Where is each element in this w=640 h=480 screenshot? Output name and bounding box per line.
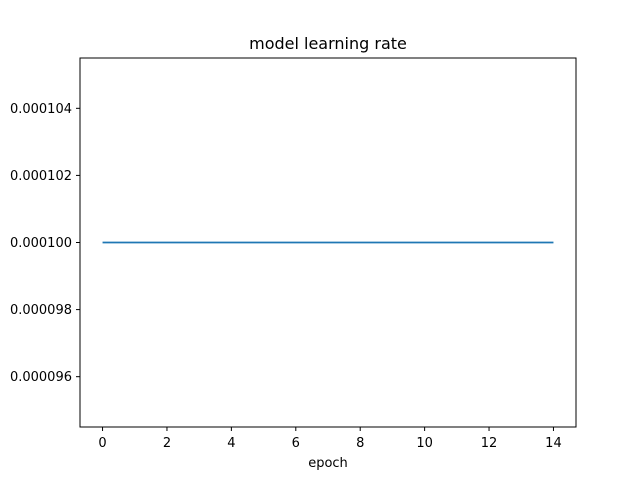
- y-tick-label: 0.000098: [10, 303, 72, 318]
- x-tick-label: 14: [545, 436, 562, 451]
- plot-frame: [79, 57, 577, 428]
- x-tick-label: 0: [98, 436, 106, 451]
- x-tick-label: 4: [227, 436, 235, 451]
- x-tick-label: 2: [163, 436, 171, 451]
- chart-title: model learning rate: [249, 34, 407, 53]
- y-tick-label: 0.000096: [10, 370, 72, 385]
- y-axis-ticks: 0.000096 0.000098 0.000100 0.000102 0.000104: [10, 102, 80, 385]
- x-tick-label: 6: [292, 436, 300, 451]
- x-tick-label: 10: [416, 436, 433, 451]
- x-tick-label: 8: [356, 436, 364, 451]
- x-axis-ticks: 0 2 4 6 8 10 12 14: [98, 427, 562, 451]
- y-tick-label: 0.000100: [10, 236, 72, 251]
- y-tick-label: 0.000104: [10, 102, 72, 117]
- x-axis-label: epoch: [308, 456, 348, 471]
- x-tick-label: 12: [481, 436, 498, 451]
- y-tick-label: 0.000102: [10, 169, 72, 184]
